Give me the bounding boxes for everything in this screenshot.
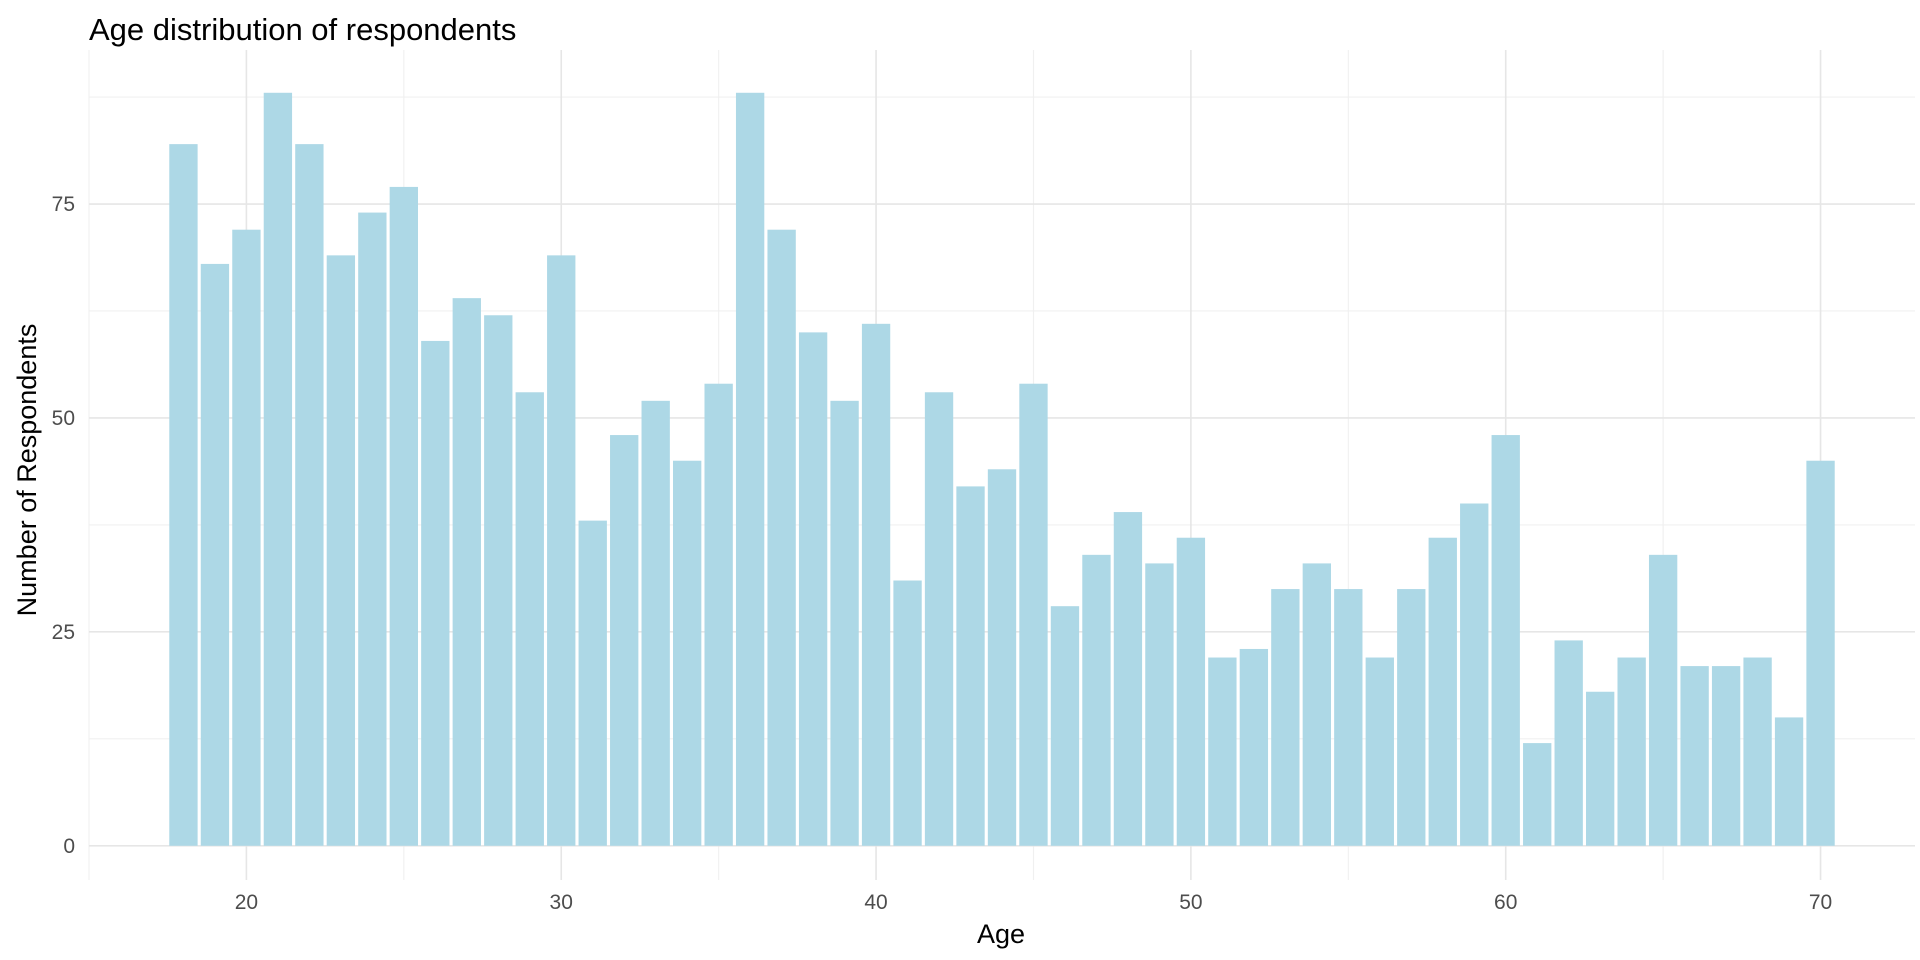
bar xyxy=(1711,666,1741,846)
bars xyxy=(169,92,1835,846)
bar xyxy=(893,580,922,846)
bar xyxy=(1334,589,1363,846)
y-tick-label: 75 xyxy=(52,193,75,216)
bar xyxy=(169,144,198,846)
bar xyxy=(1050,606,1080,846)
y-tick-label: 50 xyxy=(52,407,75,430)
bar xyxy=(452,298,481,846)
x-axis-ticks: 20 30 40 50 60 70 xyxy=(235,891,1832,914)
x-tick-label: 50 xyxy=(1179,891,1202,914)
y-tick-label: 25 xyxy=(52,621,75,644)
bar xyxy=(1743,657,1772,846)
bar xyxy=(1680,666,1709,846)
x-tick-label: 40 xyxy=(864,891,887,914)
bar xyxy=(1239,648,1269,846)
bar xyxy=(767,229,796,846)
bar xyxy=(1302,563,1331,846)
x-tick-label: 70 xyxy=(1809,891,1832,914)
bar xyxy=(1271,589,1300,846)
bar xyxy=(421,340,450,846)
bar xyxy=(1397,589,1426,846)
bar xyxy=(1082,554,1111,846)
y-axis-title: Number of Respondents xyxy=(12,324,42,617)
y-axis-ticks: 0 25 50 75 xyxy=(52,193,75,858)
bar xyxy=(484,315,513,846)
bar xyxy=(200,263,230,846)
bar xyxy=(1774,717,1804,846)
bar xyxy=(1617,657,1646,846)
bar xyxy=(704,383,733,846)
bar xyxy=(1523,743,1552,846)
bar xyxy=(1491,435,1520,846)
chart-title: Age distribution of respondents xyxy=(89,12,516,47)
x-axis-title: Age xyxy=(977,919,1025,949)
bar xyxy=(515,392,544,846)
bar xyxy=(389,186,418,846)
bar xyxy=(547,255,576,846)
bar xyxy=(232,229,261,846)
bar xyxy=(861,323,891,846)
bar xyxy=(1648,554,1678,846)
bar xyxy=(610,435,639,846)
bar xyxy=(956,486,985,846)
bar xyxy=(673,460,702,846)
bar xyxy=(924,392,954,846)
bar xyxy=(830,400,859,846)
bar xyxy=(1365,657,1394,846)
bar xyxy=(1460,503,1489,846)
bar xyxy=(326,255,356,846)
bar xyxy=(1586,691,1615,846)
bar xyxy=(1554,640,1583,846)
x-tick-label: 60 xyxy=(1494,891,1517,914)
bar xyxy=(1145,563,1174,846)
bar xyxy=(1208,657,1237,846)
bar xyxy=(263,92,293,846)
bar xyxy=(987,469,1017,846)
y-tick-label: 0 xyxy=(63,835,75,858)
bar xyxy=(1428,537,1457,846)
bar xyxy=(358,212,387,846)
bar xyxy=(798,332,828,846)
bar xyxy=(641,400,670,846)
bar xyxy=(1806,460,1835,846)
bar xyxy=(1113,512,1143,846)
bar xyxy=(1019,383,1048,846)
bar xyxy=(1176,537,1206,846)
bar xyxy=(735,92,765,846)
x-tick-label: 30 xyxy=(550,891,573,914)
x-tick-label: 20 xyxy=(235,891,258,914)
bar xyxy=(295,144,324,846)
bar xyxy=(578,520,607,846)
